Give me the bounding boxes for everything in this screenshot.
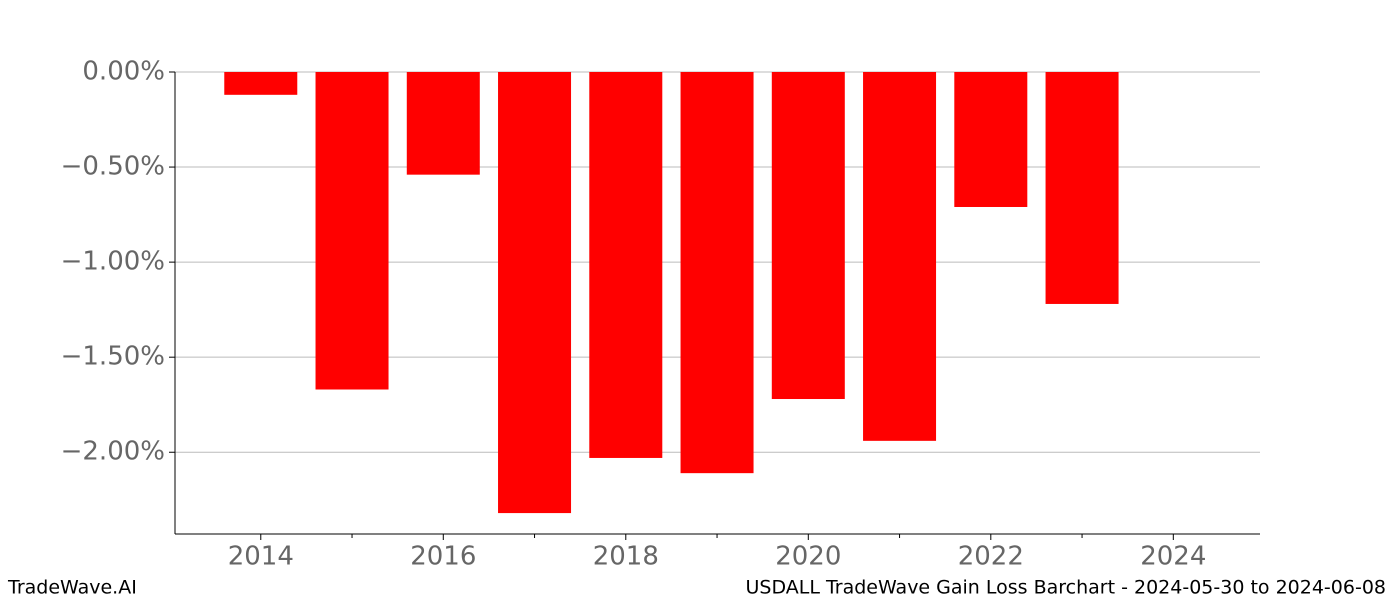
bar	[1045, 72, 1119, 304]
x-tick-label: 2014	[228, 542, 294, 572]
bar	[680, 72, 754, 474]
y-tick-label: −2.00%	[61, 437, 165, 467]
x-tick-label: 2018	[593, 542, 659, 572]
bar	[498, 72, 572, 514]
y-tick-label: 0.00%	[82, 57, 165, 87]
y-tick-label: −1.50%	[61, 342, 165, 372]
y-tick-label: −1.00%	[61, 247, 165, 277]
bar	[406, 72, 480, 175]
y-tick-label: −0.50%	[61, 152, 165, 182]
bar	[954, 72, 1028, 207]
x-tick-label: 2016	[410, 542, 476, 572]
chart-title: USDALL TradeWave Gain Loss Barchart - 20…	[745, 577, 1386, 599]
x-tick-label: 2020	[775, 542, 841, 572]
watermark: TradeWave.AI	[7, 577, 137, 599]
x-tick-label: 2024	[1140, 542, 1206, 572]
bar	[589, 72, 663, 458]
bar	[315, 72, 389, 390]
x-tick-label: 2022	[958, 542, 1024, 572]
bar	[771, 72, 845, 400]
bar	[863, 72, 937, 441]
bar	[224, 72, 298, 95]
